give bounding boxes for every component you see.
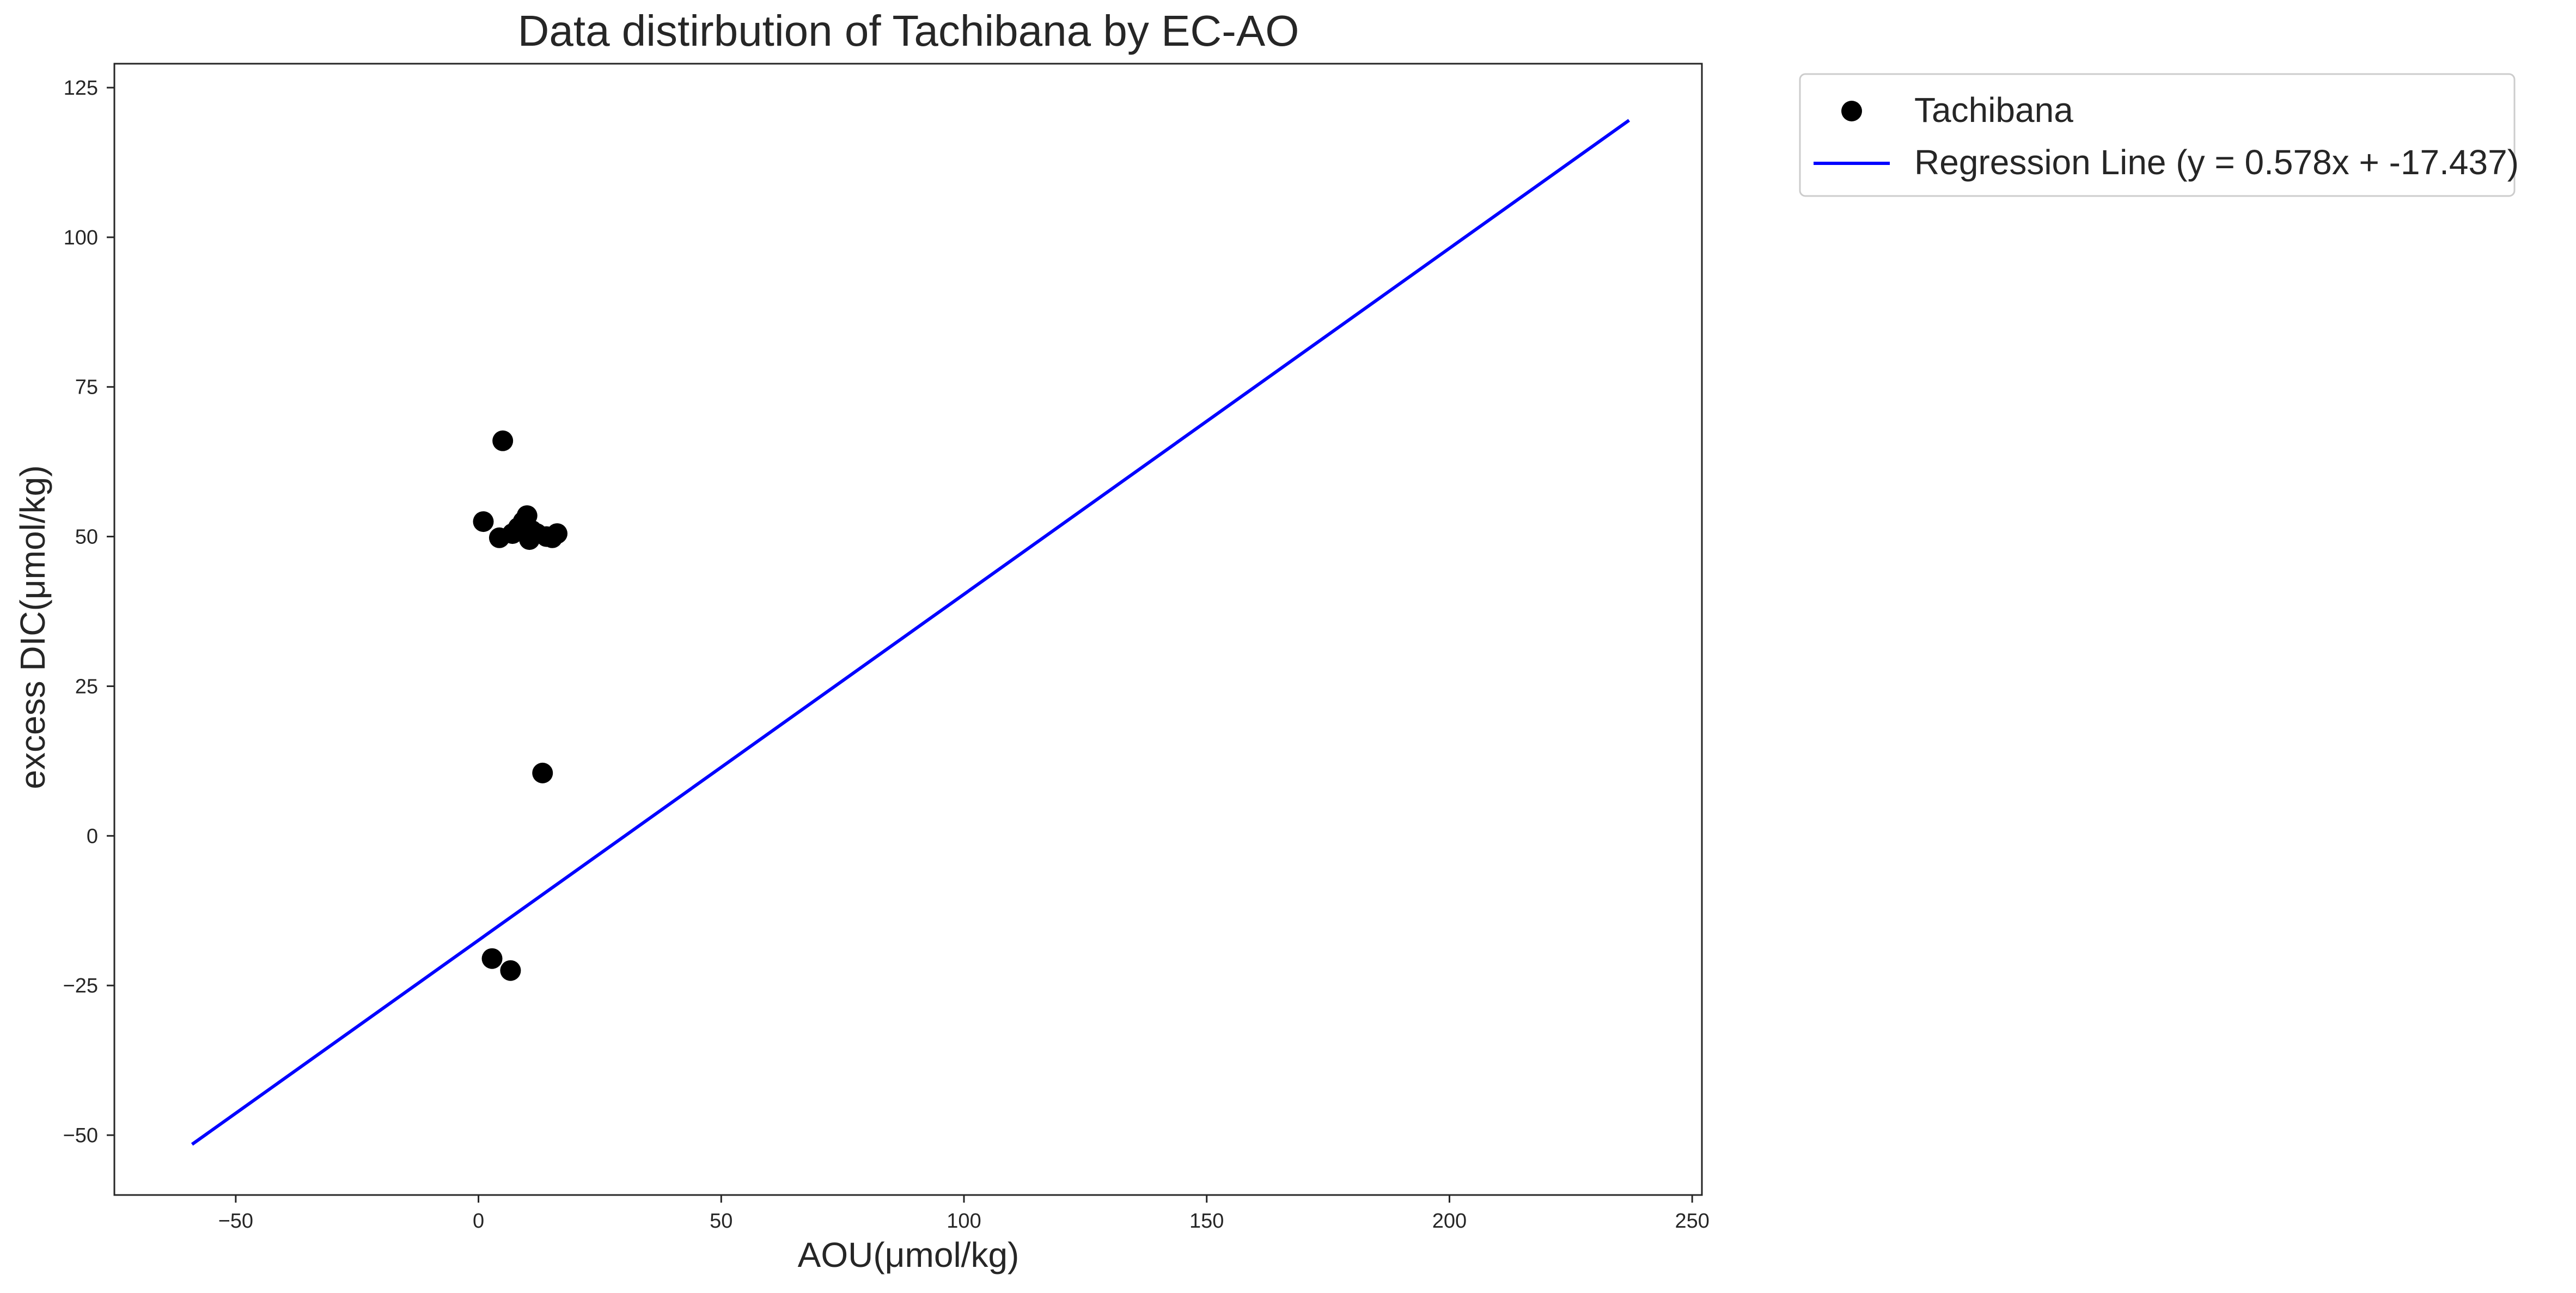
y-tick-label: 125 xyxy=(64,77,98,100)
x-axis-ticks: −50 0 50 100 150 200 250 xyxy=(218,1195,1710,1233)
legend-frame xyxy=(1799,73,2516,197)
data-point xyxy=(481,948,503,969)
y-axis-ticks: −50 −25 0 25 50 75 100 125 xyxy=(63,77,114,1147)
y-tick-label: 75 xyxy=(75,376,98,399)
legend-label-tachibana: Tachibana xyxy=(1914,90,2073,130)
y-tick-label: −50 xyxy=(63,1124,98,1147)
x-tick-label: 0 xyxy=(473,1210,484,1233)
x-tick-label: −50 xyxy=(218,1210,253,1233)
plot-frame xyxy=(113,63,1703,1196)
x-tick-label: 100 xyxy=(947,1210,981,1233)
y-tick-label: −25 xyxy=(63,975,98,997)
legend-marker-tachibana xyxy=(1841,101,1862,121)
y-tick-label: 25 xyxy=(75,675,98,698)
series-layer xyxy=(191,119,1631,1146)
plot-area: −50 0 50 100 150 200 250 −50 −25 0 25 50 75 100 125 xyxy=(63,63,1710,1233)
data-point xyxy=(492,430,514,451)
x-tick-label: 150 xyxy=(1189,1210,1224,1233)
x-tick-label: 250 xyxy=(1675,1210,1709,1233)
legend: Tachibana Regression Line (y = 0.578x + … xyxy=(1799,73,2519,197)
chart-title: Data distirbution of Tachibana by EC-AO xyxy=(518,7,1299,55)
regression-line xyxy=(191,119,1631,1146)
y-tick-label: 100 xyxy=(64,226,98,249)
x-tick-label: 50 xyxy=(710,1210,732,1233)
y-tick-label: 0 xyxy=(87,825,98,848)
legend-label-regression: Regression Line (y = 0.578x + -17.437) xyxy=(1914,143,2519,182)
data-point xyxy=(532,762,553,783)
x-tick-label: 200 xyxy=(1432,1210,1467,1233)
y-axis-label: excess DIC(μmol/kg) xyxy=(13,465,52,789)
data-point xyxy=(473,511,494,532)
data-point xyxy=(546,523,567,544)
y-tick-label: 50 xyxy=(75,526,98,549)
x-axis-label: AOU(μmol/kg) xyxy=(798,1235,1020,1274)
data-point xyxy=(500,960,521,981)
